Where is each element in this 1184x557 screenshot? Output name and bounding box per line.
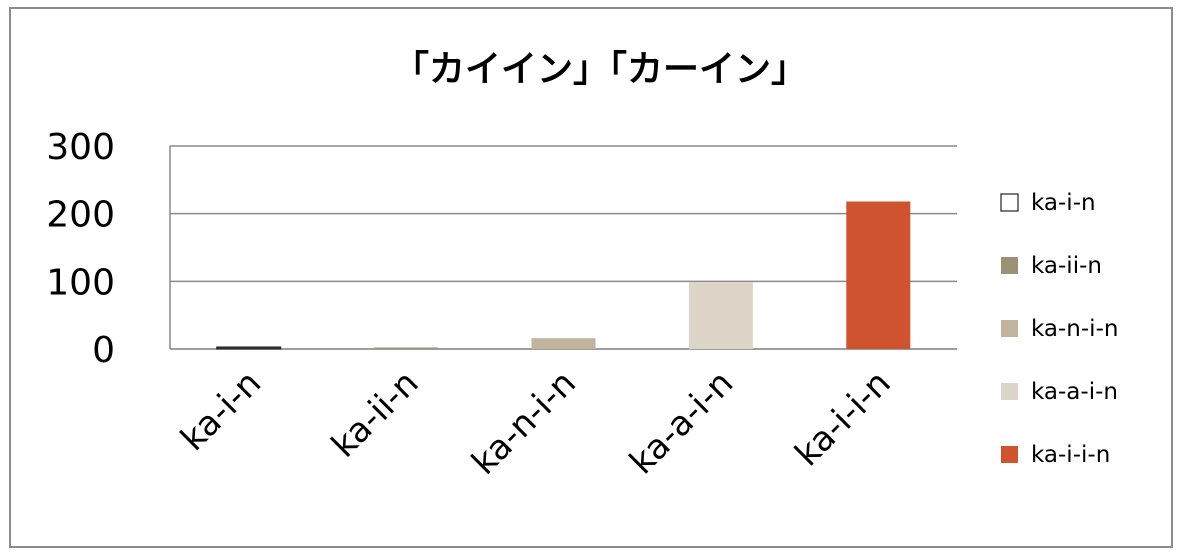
legend-swatch (1000, 193, 1019, 212)
x-axis-ticks: ka-i-n ka-ii-n ka-n-i-n ka-a-i-n ka-i-i-n (173, 363, 898, 483)
legend-swatch (1001, 257, 1018, 274)
y-tick-label: 100 (46, 262, 115, 303)
bar-ka-n-i-n (531, 338, 596, 349)
chart-frame (9, 7, 1173, 548)
y-tick-label: 200 (46, 195, 115, 236)
legend-label: ka-a-i-n (1031, 379, 1118, 405)
x-tick-label: ka-i-i-n (788, 363, 899, 474)
y-tick-label: 0 (92, 330, 115, 371)
bar-ka-i-i-n (846, 201, 911, 349)
grid-lines (169, 145, 957, 350)
legend-label: ka-i-n (1031, 190, 1096, 216)
bars (216, 201, 911, 350)
legend-swatch (1001, 383, 1018, 400)
legend: ka-i-n ka-ii-n ka-n-i-n ka-a-i-n ka-i-i-n (1000, 190, 1118, 468)
legend-label: ka-n-i-n (1031, 316, 1118, 342)
bar-ka-ii-n (374, 347, 439, 349)
x-tick-label: ka-a-i-n (622, 363, 741, 482)
y-tick-label: 300 (46, 127, 115, 168)
y-axis-ticks: 0 100 200 300 (46, 127, 115, 371)
x-tick-label: ka-i-n (173, 363, 269, 459)
bar-ka-a-i-n (688, 282, 753, 349)
legend-label: ka-ii-n (1031, 253, 1102, 279)
x-tick-label: ka-n-i-n (464, 363, 584, 483)
chart-title: 「カイイン」「カーイン」 (393, 48, 807, 90)
x-tick-label: ka-ii-n (324, 363, 426, 465)
legend-swatch (1001, 320, 1018, 337)
bar-ka-i-n (216, 346, 282, 350)
legend-label: ka-i-i-n (1031, 442, 1110, 468)
legend-swatch (1001, 446, 1018, 463)
